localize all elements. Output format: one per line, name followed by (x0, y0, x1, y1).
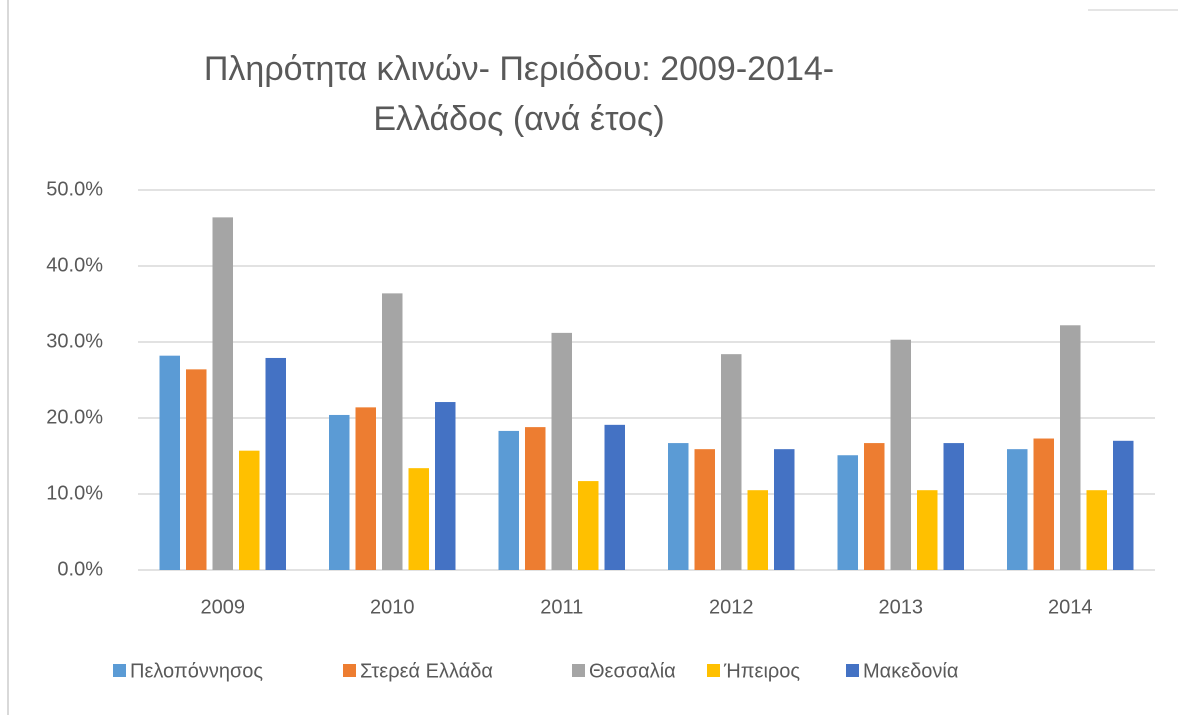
bar (212, 217, 233, 571)
x-tick-label: 2014 (1048, 596, 1093, 618)
bar (890, 339, 911, 570)
legend-swatch (343, 664, 356, 677)
bar (917, 490, 938, 570)
y-tick-label: 40.0% (46, 254, 103, 276)
bar (1086, 490, 1107, 570)
legend-label: Μακεδονία (863, 660, 958, 682)
legend-label: Θεσσαλία (589, 660, 676, 682)
legend-swatch (846, 664, 859, 677)
bar (721, 354, 742, 570)
x-tick-label: 2013 (879, 596, 924, 618)
bar (329, 414, 350, 570)
bar (355, 407, 376, 570)
bar (864, 443, 885, 570)
bar (943, 443, 964, 570)
bar (435, 402, 456, 570)
bar (1033, 438, 1054, 570)
legend-swatch (707, 664, 720, 677)
bar (747, 490, 768, 570)
bar (668, 443, 689, 570)
bar (265, 357, 286, 570)
y-tick-label: 0.0% (57, 558, 103, 580)
y-tick-label: 20.0% (46, 406, 103, 428)
legend-label: Ήπειρος (723, 660, 800, 682)
bar (578, 481, 599, 570)
bar (1007, 449, 1028, 570)
chart-title: Πληρότητα κλινών- Περιόδου: 2009-2014- Ε… (203, 50, 835, 138)
y-tick-label: 50.0% (46, 178, 103, 200)
bar (408, 468, 429, 570)
bar (159, 355, 180, 570)
x-tick-label: 2009 (201, 596, 246, 618)
x-tick-label: 2011 (540, 596, 583, 618)
y-tick-label: 30.0% (46, 330, 103, 352)
legend-label: Πελοπόννησος (130, 660, 263, 682)
bar (837, 455, 858, 570)
bar (239, 450, 260, 570)
bar (551, 332, 572, 570)
x-tick-label: 2010 (370, 596, 415, 618)
bar (1060, 325, 1081, 570)
x-tick-label: 2012 (709, 596, 754, 618)
legend-label: Στερεά Ελλάδα (360, 660, 493, 682)
legend-swatch (572, 664, 585, 677)
bar (694, 449, 715, 570)
bar (186, 369, 207, 570)
y-tick-label: 10.0% (46, 482, 103, 504)
bar (774, 449, 795, 570)
legend-swatch (113, 664, 126, 677)
bar (382, 293, 403, 570)
bar (525, 427, 546, 570)
bar (604, 424, 625, 570)
bar (498, 430, 519, 570)
bar (1113, 440, 1134, 570)
